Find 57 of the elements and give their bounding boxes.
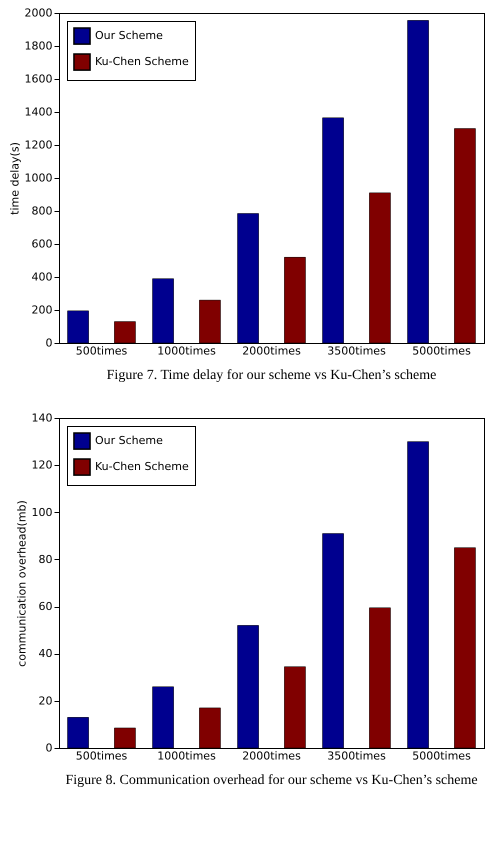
- y-tick-label: 80: [38, 552, 52, 566]
- x-tick-label: 2000times: [242, 750, 302, 762]
- caption: Figure 8. Communication overhead for our scheme vs Ku-Chen’s scheme: [65, 773, 478, 788]
- y-tick-label: 1000: [24, 172, 52, 184]
- bar: [67, 717, 89, 748]
- y-tick-label: 2000: [24, 6, 52, 20]
- bar: [322, 533, 344, 748]
- y-tick-label: 40: [38, 647, 52, 660]
- x-tick-label: 1000times: [157, 750, 216, 762]
- y-tick-label: 140: [32, 412, 52, 424]
- bar: [114, 321, 136, 344]
- x-tick-label: 2000times: [242, 344, 302, 358]
- bar: [284, 666, 306, 748]
- y-tick-label: 1600: [24, 72, 52, 86]
- bar: [284, 256, 306, 344]
- bar: [407, 441, 429, 748]
- y-tick-label: 100: [32, 506, 52, 519]
- y-tick-label: 0: [46, 742, 52, 754]
- bar: [199, 300, 221, 344]
- bar: [152, 686, 174, 748]
- legend-label: Ku-Chen Scheme: [95, 55, 189, 68]
- bar: [114, 728, 136, 748]
- bar: [454, 547, 476, 748]
- y-tick-label: 1200: [24, 138, 52, 152]
- bar: [322, 118, 344, 344]
- x-tick-label: 1000times: [157, 344, 216, 358]
- bar: [237, 213, 259, 344]
- y-axis-title: time delay(s): [8, 142, 22, 215]
- x-tick-label: 3500times: [327, 750, 386, 762]
- y-tick-label: 800: [32, 204, 52, 218]
- y-tick-label: 20: [38, 694, 52, 708]
- y-axis-title: communication overhead(mb): [16, 500, 29, 667]
- x-tick-label: 5000times: [412, 344, 472, 358]
- y-tick-label: 1800: [24, 40, 52, 52]
- y-tick-label: 60: [38, 600, 52, 614]
- bar: [67, 310, 89, 344]
- bar: [454, 128, 476, 344]
- y-tick-label: 600: [32, 238, 52, 250]
- x-tick-label: 500times: [76, 344, 128, 358]
- y-tick-label: 400: [32, 270, 52, 284]
- bar: [407, 20, 429, 344]
- bar: [237, 625, 259, 748]
- bar: [369, 192, 391, 344]
- y-tick-label: 1400: [24, 106, 52, 118]
- y-tick-label: 200: [32, 304, 52, 316]
- legend-label: Our Scheme: [95, 434, 164, 447]
- x-tick-label: 3500times: [327, 344, 386, 358]
- caption: Figure 7. Time delay for our scheme vs Ku-Chen’s scheme: [106, 368, 436, 383]
- bar: [369, 608, 391, 748]
- y-tick-label: 0: [46, 336, 52, 350]
- bar: [199, 708, 221, 748]
- x-tick-label: 5000times: [412, 750, 472, 762]
- legend-label: Ku-Chen Scheme: [95, 460, 189, 473]
- y-tick-label: 120: [32, 458, 52, 472]
- bar: [152, 278, 174, 344]
- x-tick-label: 500times: [76, 750, 128, 762]
- legend-label: Our Scheme: [95, 29, 164, 42]
